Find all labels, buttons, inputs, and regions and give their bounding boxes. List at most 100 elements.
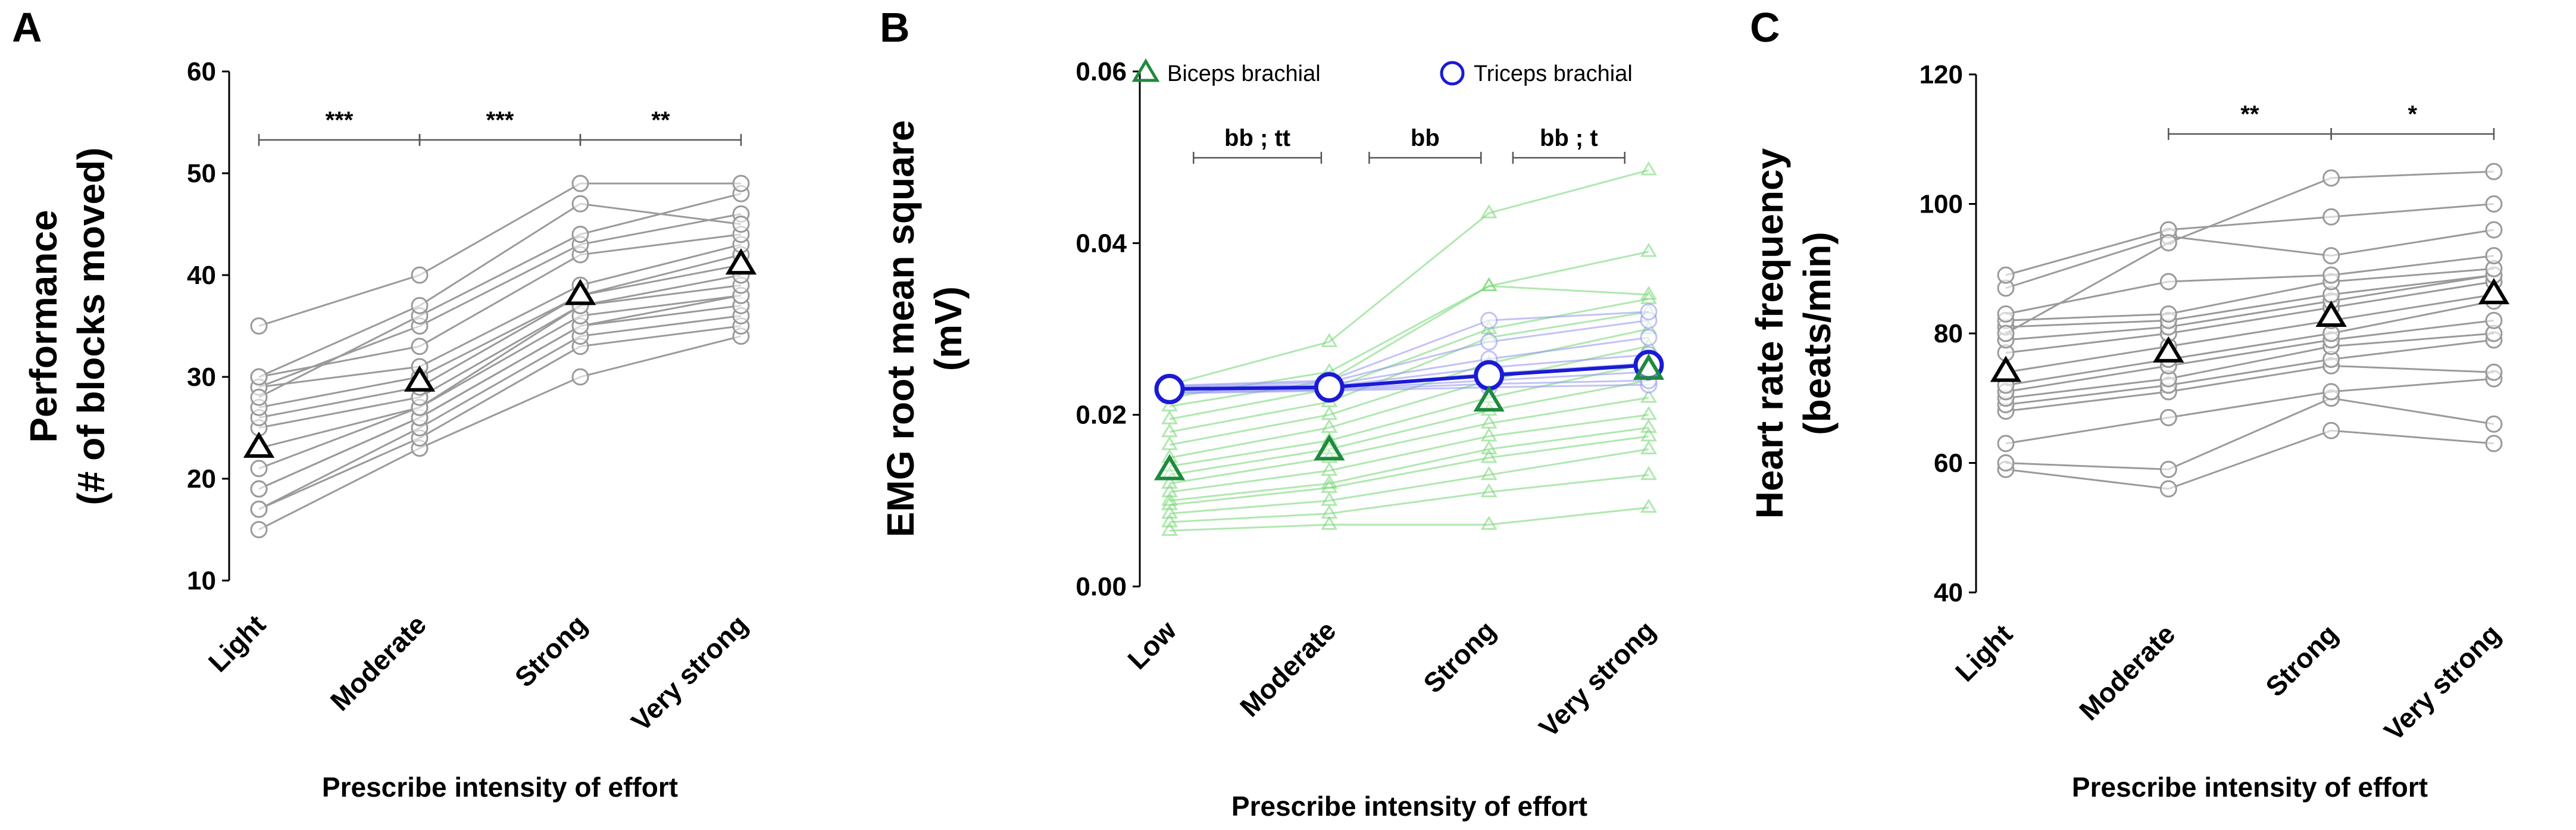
panel-letter: A	[12, 4, 42, 51]
subject-line	[258, 325, 742, 510]
significance-label: ***	[326, 107, 354, 133]
subject-line	[258, 304, 742, 490]
subject-line	[258, 274, 742, 429]
subject-point	[250, 460, 268, 478]
subject-line	[2005, 170, 2494, 335]
subject-line	[1169, 362, 1649, 467]
subject-point	[2485, 247, 2503, 264]
subject-point	[1640, 466, 1658, 480]
subject-point	[1640, 498, 1658, 513]
subject-point	[1640, 440, 1658, 455]
mean-point	[2315, 300, 2347, 327]
panel-letter: B	[880, 4, 910, 51]
panel-letter: C	[1750, 4, 1780, 51]
subject-line	[2005, 294, 2494, 373]
subject-point	[1161, 491, 1178, 506]
subject-point	[1480, 414, 1498, 429]
panel-b: B EMG root mean square (mV) 0.00 0.02 0.04 0.0…	[879, 4, 1665, 822]
subject-line	[1169, 336, 1649, 389]
subject-point	[1480, 277, 1498, 292]
y-tick-label: 0.04	[1076, 229, 1127, 258]
subject-point	[1480, 448, 1498, 463]
subject-point	[1321, 333, 1338, 347]
significance-label: bb ; tt	[1224, 125, 1290, 151]
subject-point	[1480, 440, 1498, 455]
subject-point	[1321, 475, 1338, 489]
subject-point	[250, 317, 268, 335]
subject-point	[1321, 419, 1338, 433]
subject-line	[1169, 435, 1649, 506]
subject-point	[1161, 436, 1178, 450]
subject-line	[1169, 311, 1649, 433]
mean-point	[2478, 277, 2510, 304]
subject-point	[250, 480, 268, 498]
mean-point	[1154, 373, 1185, 404]
subject-point	[411, 297, 429, 314]
subject-point	[1321, 405, 1338, 420]
subject-point	[250, 368, 268, 386]
x-tick-label: Light	[1949, 618, 2018, 687]
subject-line	[2005, 274, 2494, 341]
subject-line	[2005, 229, 2494, 289]
subject-point	[1161, 423, 1178, 438]
significance-label: **	[651, 107, 670, 133]
series-subjects	[1990, 163, 2510, 498]
subject-point	[1640, 405, 1658, 420]
y-axis-title: EMG root mean square	[879, 120, 922, 538]
subject-line	[1169, 474, 1649, 523]
subject-point	[571, 195, 589, 213]
mean-point	[404, 365, 436, 392]
subject-line	[258, 254, 742, 408]
subject-point	[1997, 435, 2015, 453]
y-tick-label: 0.00	[1076, 572, 1127, 601]
legend-marker	[1440, 61, 1465, 86]
subject-point	[2159, 460, 2177, 478]
subject-line	[2005, 364, 2494, 412]
mean-point	[2153, 336, 2184, 363]
x-tick-label: Light	[202, 609, 271, 678]
y-axis-title: (mV)	[927, 286, 970, 371]
x-tick-label: Moderate	[324, 609, 432, 716]
subject-line	[1169, 506, 1649, 532]
subject-point	[250, 500, 268, 518]
subject-line	[258, 202, 742, 378]
subject-line	[1169, 379, 1649, 394]
subject-line	[1169, 448, 1649, 514]
mean-point	[1990, 355, 2022, 382]
subject-line	[1169, 169, 1649, 386]
subject-point	[1321, 440, 1338, 455]
subject-point	[1161, 410, 1178, 425]
y-axis-title: Heart rate frequency	[1748, 148, 1791, 519]
subject-point	[250, 521, 268, 538]
y-tick-label: 120	[1920, 60, 1963, 89]
subject-point	[1321, 504, 1338, 519]
subject-point	[411, 338, 429, 355]
y-tick-label: 20	[187, 464, 216, 494]
subject-point	[2322, 383, 2340, 401]
subject-point	[2485, 195, 2503, 213]
subject-point	[2159, 234, 2177, 252]
y-tick-label: 0.02	[1076, 401, 1127, 430]
subject-point	[1321, 479, 1338, 493]
subject-point	[732, 174, 750, 192]
subject-line	[2005, 280, 2494, 354]
panel-a: A Performance (# of blocks moved) 10 20 30 40 5…	[12, 4, 757, 803]
y-axis-title: (beats/min)	[1796, 232, 1839, 435]
subject-line	[2005, 274, 2494, 328]
subject-line	[1169, 345, 1649, 459]
y-tick-label: 40	[187, 261, 216, 290]
subject-point	[1640, 419, 1658, 433]
y-axis-title: (# of blocks moved)	[70, 148, 112, 506]
subject-line	[2005, 319, 2494, 393]
subject-line	[258, 264, 742, 419]
subject-point	[2159, 273, 2177, 291]
subject-point	[1321, 516, 1338, 530]
legend-item: Biceps brachial	[1131, 58, 1321, 86]
subject-point	[1640, 388, 1658, 403]
subject-point	[1321, 448, 1338, 463]
subject-point	[1161, 448, 1178, 463]
subject-line	[1169, 298, 1649, 420]
mean-point	[1153, 454, 1186, 480]
subject-point	[2485, 163, 2503, 180]
